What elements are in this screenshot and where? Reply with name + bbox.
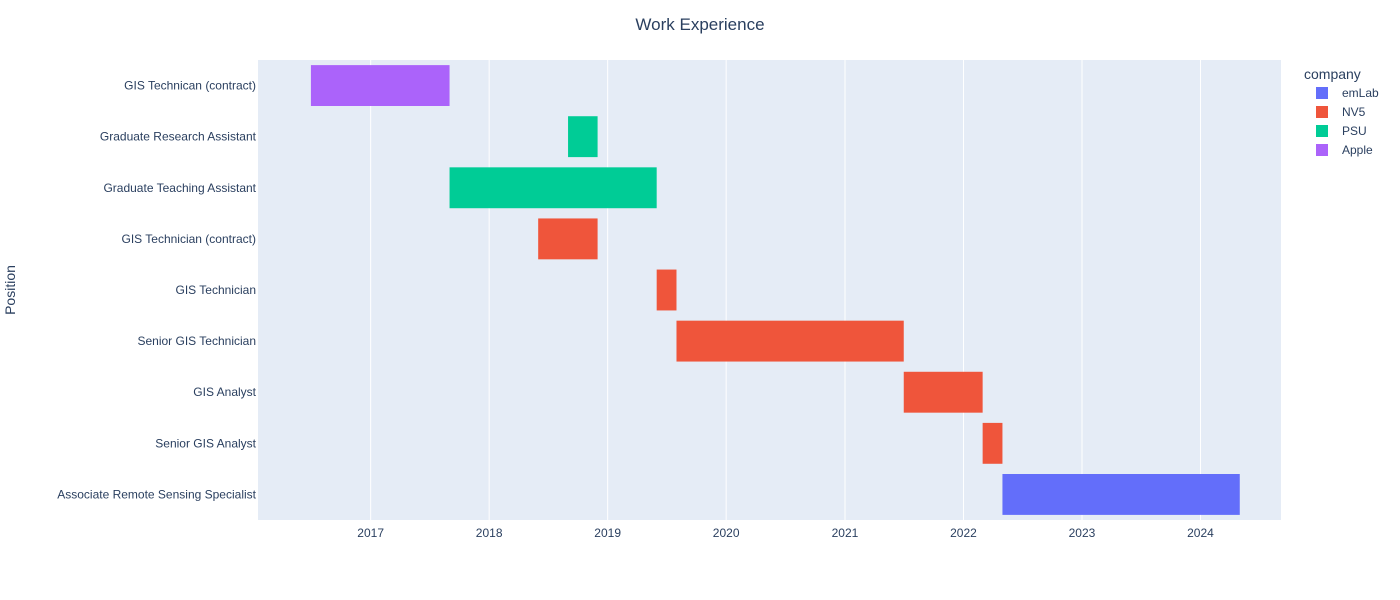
y-tick-label: Senior GIS Technician (137, 334, 256, 348)
task-bar[interactable] (982, 422, 1003, 464)
legend-label: NV5 (1342, 105, 1366, 119)
x-tick-label: 2018 (476, 526, 503, 540)
task-bar[interactable] (676, 320, 904, 362)
task-bar[interactable] (538, 218, 598, 260)
x-axis-tick-labels: 2017 2018 2019 2020 2021 2022 2023 2024 (357, 526, 1214, 540)
legend-item[interactable]: Apple (1316, 143, 1373, 157)
y-axis-tick-labels: GIS Technican (contract) Graduate Researc… (57, 79, 256, 502)
legend-item[interactable]: PSU (1316, 124, 1367, 138)
task-bar[interactable] (449, 167, 657, 209)
chart-title: Work Experience (635, 15, 764, 34)
y-tick-label: GIS Technician (contract) (121, 232, 256, 246)
legend: company emLab NV5 PSU Apple (1304, 66, 1379, 157)
task-bar[interactable] (903, 371, 983, 413)
y-tick-label: Graduate Teaching Assistant (103, 181, 256, 195)
legend-items: emLab NV5 PSU Apple (1316, 86, 1379, 157)
legend-label: Apple (1342, 143, 1373, 157)
legend-swatch (1316, 125, 1328, 137)
x-tick-label: 2021 (832, 526, 859, 540)
y-tick-label: Senior GIS Analyst (155, 436, 256, 450)
legend-item[interactable]: NV5 (1316, 105, 1366, 119)
legend-label: PSU (1342, 124, 1367, 138)
y-axis-title: Position (2, 265, 18, 315)
legend-label: emLab (1342, 86, 1379, 100)
x-tick-label: 2023 (1069, 526, 1096, 540)
y-tick-label: GIS Technician (176, 283, 257, 297)
task-bar[interactable] (656, 269, 677, 311)
plot-area (258, 60, 1281, 520)
legend-title: company (1304, 66, 1361, 82)
task-bar[interactable] (568, 116, 598, 158)
y-tick-label: Graduate Research Assistant (100, 130, 257, 144)
x-tick-label: 2019 (594, 526, 621, 540)
x-tick-label: 2020 (713, 526, 740, 540)
x-gridlines (370, 60, 1201, 520)
y-tick-label: Associate Remote Sensing Specialist (57, 487, 256, 501)
task-bars (310, 65, 1240, 515)
x-tick-label: 2022 (950, 526, 977, 540)
x-tick-label: 2017 (357, 526, 384, 540)
x-tick-label: 2024 (1187, 526, 1214, 540)
task-bar[interactable] (310, 65, 450, 106)
legend-swatch (1316, 87, 1328, 99)
y-tick-label: GIS Analyst (193, 385, 256, 399)
legend-swatch (1316, 144, 1328, 156)
legend-swatch (1316, 106, 1328, 118)
y-tick-label: GIS Technican (contract) (124, 79, 256, 93)
legend-item[interactable]: emLab (1316, 86, 1379, 100)
task-bar[interactable] (1002, 474, 1240, 515)
